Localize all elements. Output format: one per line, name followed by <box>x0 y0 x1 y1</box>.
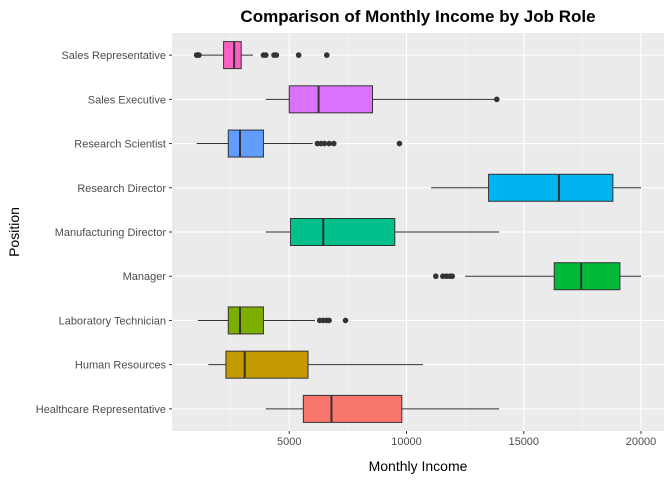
box-sales-representative <box>193 41 330 70</box>
box-iqr <box>289 218 396 246</box>
y-tick-label: Research Scientist <box>74 139 166 151</box>
x-tick-label: 20000 <box>626 436 657 448</box>
y-tick-label: Sales Executive <box>88 94 166 106</box>
y-tick-label: Human Resources <box>75 360 167 372</box>
outlier-point <box>196 52 202 58</box>
outlier-point <box>326 140 332 147</box>
box-healthcare-representative <box>265 394 500 423</box>
box-iqr <box>553 262 621 291</box>
x-tick-label: 10000 <box>391 436 422 448</box>
box-series <box>193 41 641 423</box>
outlier-point <box>321 140 328 147</box>
box-research-director <box>431 173 641 202</box>
box-manager <box>433 262 641 291</box>
chart-title: Comparison of Monthly Income by Job Role <box>240 7 595 26</box>
box-iqr <box>488 173 614 202</box>
outlier-point <box>263 52 269 58</box>
box-iqr <box>227 306 264 335</box>
x-axis-title: Monthly Income <box>369 458 468 474</box>
outlier-point <box>396 140 403 147</box>
box-manufacturing-director <box>265 218 500 246</box>
box-laboratory-technician <box>197 306 349 335</box>
x-tick-label: 15000 <box>508 436 539 448</box>
y-tick-label: Manufacturing Director <box>55 227 167 239</box>
box-sales-executive <box>265 85 500 114</box>
outlier-point <box>331 140 337 147</box>
x-tick-labels: 5000 10000 15000 20000 <box>277 431 656 448</box>
y-tick-label: Sales Representative <box>61 50 166 62</box>
box-human-resources <box>208 350 423 379</box>
box-iqr <box>288 85 373 114</box>
y-tick-label: Research Director <box>77 183 166 195</box>
outlier-point <box>449 273 456 280</box>
outlier-point <box>295 52 302 58</box>
box-iqr <box>302 394 403 423</box>
outlier-point <box>323 52 330 58</box>
outlier-point <box>342 317 349 324</box>
y-tick-label: Manager <box>123 271 167 283</box>
outlier-point <box>433 273 439 280</box>
box-iqr <box>225 350 309 379</box>
y-tick-labels: Healthcare Representative Human Resources… <box>36 50 172 416</box>
x-tick-label: 5000 <box>277 436 301 448</box>
outlier-point <box>326 317 332 324</box>
outlier-point <box>273 52 280 58</box>
outlier-point <box>493 96 500 103</box>
box-research-scientist <box>196 129 403 158</box>
y-tick-label: Healthcare Representative <box>36 404 166 416</box>
y-axis-title: Position <box>6 207 22 257</box>
y-tick-label: Laboratory Technician <box>59 315 166 327</box>
box-iqr <box>227 129 264 158</box>
box-iqr <box>223 41 242 70</box>
